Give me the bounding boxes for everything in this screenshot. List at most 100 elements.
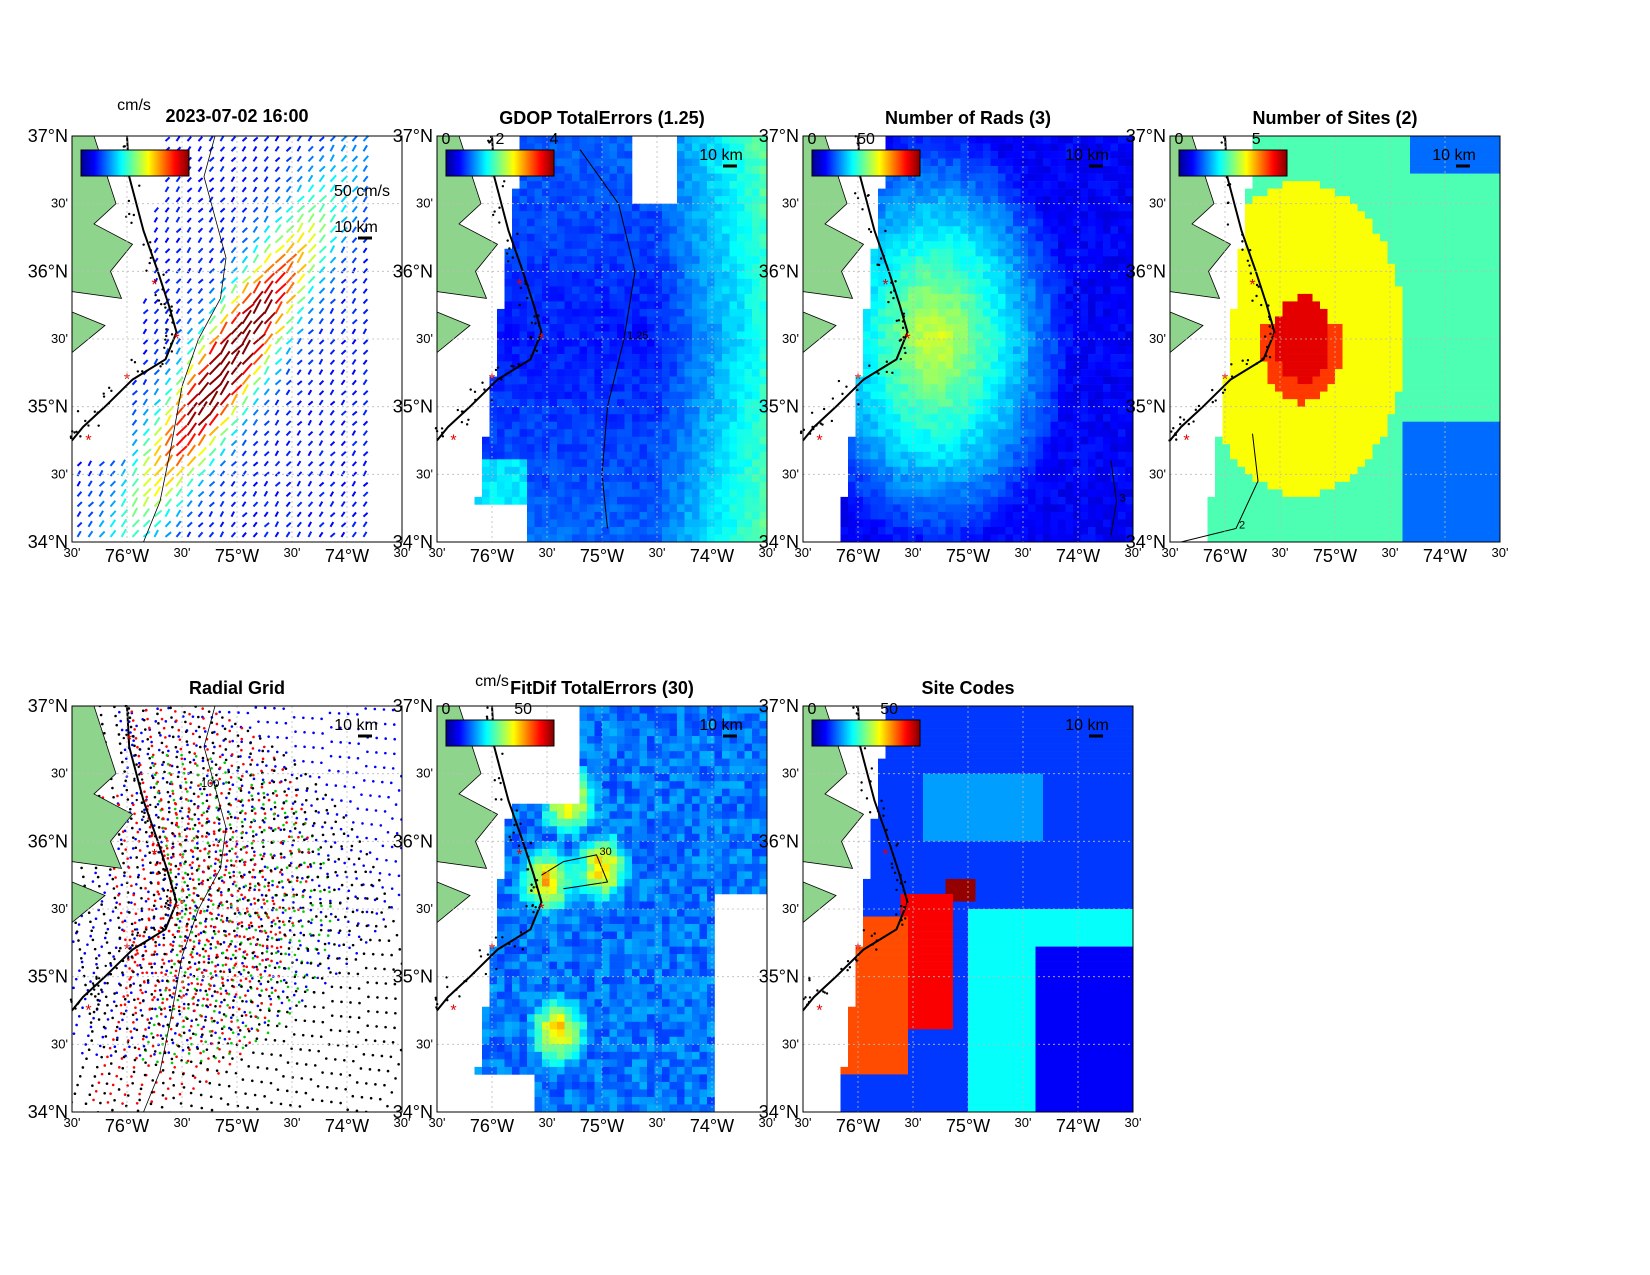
heatmap-cell (885, 354, 894, 362)
heatmap-cell (1020, 211, 1029, 220)
heatmap-cell (714, 421, 723, 430)
current-vector (329, 400, 336, 406)
heatmap-cell (564, 444, 573, 453)
heatmap-cell (1050, 323, 1059, 332)
heatmap-cell (1035, 376, 1044, 385)
current-vector (274, 368, 282, 376)
heatmap-cell (1043, 519, 1051, 528)
heatmap-cell (968, 286, 976, 295)
heatmap-cell (1118, 166, 1126, 174)
heatmap-cell (654, 301, 663, 310)
heatmap-cell (848, 459, 856, 468)
heatmap-cell (923, 376, 931, 385)
heatmap-cell (714, 361, 723, 370)
heatmap-cell (998, 248, 1006, 257)
current-vector (230, 156, 237, 163)
current-vector (131, 399, 138, 406)
heatmap-cell (998, 323, 1006, 332)
heatmap-cell (900, 211, 909, 220)
heatmap-cell (647, 218, 655, 227)
heatmap-cell (1005, 286, 1014, 295)
heatmap-cell (602, 451, 610, 460)
heatmap-cell (1095, 331, 1104, 340)
heatmap-cell (744, 346, 753, 355)
heatmap-cell (527, 459, 535, 468)
heatmap-cell (669, 496, 678, 505)
heatmap-cell (960, 188, 969, 197)
current-vector (318, 481, 325, 487)
heatmap-cell (1088, 173, 1096, 182)
heatmap-cell (549, 308, 558, 317)
current-vector (142, 398, 149, 406)
heatmap-cell (1073, 248, 1081, 257)
current-vector (208, 334, 220, 345)
heatmap-cell (662, 226, 670, 235)
heatmap-cell (564, 323, 573, 332)
heatmap-cell (1065, 151, 1074, 159)
heatmap-cell (744, 534, 753, 543)
heatmap-cell (1118, 248, 1126, 257)
heatmap-cell (759, 241, 768, 250)
heatmap-cell (519, 376, 528, 385)
heatmap-cell (759, 166, 768, 174)
current-vector (142, 467, 152, 477)
current-vector (362, 339, 369, 345)
heatmap-cell (662, 233, 670, 242)
heatmap-cell (512, 308, 520, 317)
heatmap-cell (1073, 181, 1081, 189)
heatmap-cell (1110, 188, 1119, 197)
heatmap-cell (885, 211, 894, 220)
heatmap-cell (1043, 271, 1051, 280)
current-vector (186, 478, 194, 487)
heatmap-cell (1110, 459, 1119, 468)
heatmap-cell (744, 248, 753, 257)
heatmap-cell (1013, 181, 1021, 189)
heatmap-cell (1088, 211, 1096, 220)
heatmap-cell (729, 203, 738, 212)
heatmap-cell (692, 211, 700, 220)
heatmap-cell (1013, 173, 1021, 182)
heatmap-cell (1065, 271, 1074, 280)
heatmap-cell (602, 278, 610, 287)
heatmap-cell (1118, 474, 1126, 483)
current-vector (362, 460, 368, 467)
heatmap-cell (692, 451, 700, 460)
current-vector (197, 381, 210, 396)
heatmap-cell (572, 256, 580, 265)
current-vector (230, 135, 237, 142)
heatmap-cell (729, 188, 738, 197)
heatmap-cell (938, 143, 946, 152)
heatmap-cell (893, 203, 901, 212)
heatmap-cell (1110, 241, 1119, 250)
heatmap-cell (1020, 166, 1029, 174)
heatmap-cell (960, 526, 969, 535)
heatmap-cell (983, 271, 991, 280)
heatmap-cell (1013, 511, 1021, 520)
heatmap-cell (915, 504, 924, 513)
heatmap-cell (1080, 218, 1089, 227)
heatmap-cell (900, 496, 909, 505)
heatmap-cell (975, 256, 984, 265)
shoal-dot (519, 286, 523, 290)
heatmap-cell (1125, 233, 1134, 242)
heatmap-cell (990, 534, 999, 543)
current-vector (120, 479, 128, 487)
heatmap-cell (863, 361, 871, 370)
heatmap-cell (647, 459, 655, 468)
heatmap-cell (549, 489, 558, 498)
heatmap-cell (572, 414, 580, 423)
heatmap-cell (945, 143, 954, 152)
heatmap-cell (662, 474, 670, 483)
heatmap-cell (990, 466, 999, 475)
heatmap-cell (1005, 504, 1014, 513)
current-vector (362, 409, 368, 416)
current-vector (329, 204, 338, 213)
current-vector (362, 165, 368, 173)
heatmap-cell (564, 278, 573, 287)
current-vector (362, 470, 368, 477)
heatmap-cell (908, 143, 916, 152)
current-vector (351, 491, 357, 497)
current-vector (263, 243, 272, 254)
heatmap-cell (624, 391, 633, 400)
heatmap-cell (1103, 406, 1111, 415)
